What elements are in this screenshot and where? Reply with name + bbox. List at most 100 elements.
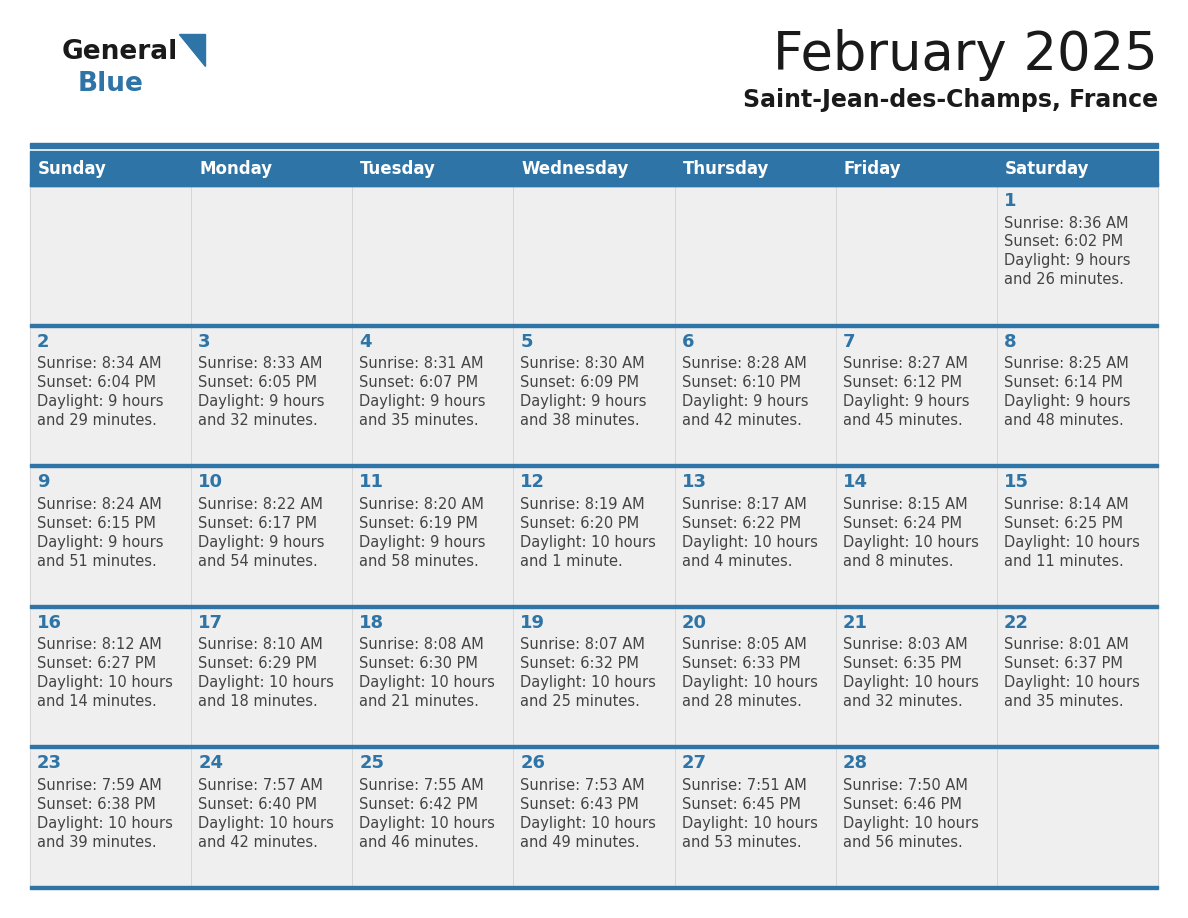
Text: Sunset: 6:20 PM: Sunset: 6:20 PM <box>520 516 639 531</box>
Text: Sunrise: 8:14 AM: Sunrise: 8:14 AM <box>1004 497 1129 511</box>
Text: Daylight: 10 hours: Daylight: 10 hours <box>1004 676 1139 690</box>
Text: 25: 25 <box>359 755 384 772</box>
Bar <box>30 143 1158 148</box>
Text: Sunset: 6:15 PM: Sunset: 6:15 PM <box>37 516 156 531</box>
Text: Sunset: 6:09 PM: Sunset: 6:09 PM <box>520 375 639 390</box>
Bar <box>675 607 835 747</box>
Text: and 48 minutes.: and 48 minutes. <box>1004 413 1124 428</box>
Text: Sunset: 6:05 PM: Sunset: 6:05 PM <box>198 375 317 390</box>
Bar <box>997 747 1158 888</box>
Text: Sunset: 6:24 PM: Sunset: 6:24 PM <box>842 516 962 531</box>
Text: Daylight: 10 hours: Daylight: 10 hours <box>1004 534 1139 550</box>
Bar <box>353 185 513 326</box>
Bar <box>835 607 997 747</box>
Bar <box>513 326 675 466</box>
Text: 10: 10 <box>198 473 223 491</box>
Text: Blue: Blue <box>78 71 144 97</box>
Text: Sunset: 6:02 PM: Sunset: 6:02 PM <box>1004 234 1123 250</box>
Text: and 32 minutes.: and 32 minutes. <box>198 413 318 428</box>
Text: Daylight: 10 hours: Daylight: 10 hours <box>842 676 979 690</box>
Bar <box>675 747 835 888</box>
Text: and 39 minutes.: and 39 minutes. <box>37 834 157 850</box>
Text: and 51 minutes.: and 51 minutes. <box>37 554 157 568</box>
Bar <box>513 607 675 747</box>
Bar <box>30 151 1158 186</box>
Bar <box>191 185 353 326</box>
Bar <box>30 745 1158 748</box>
Bar <box>513 466 675 607</box>
Bar <box>675 466 835 607</box>
Text: and 35 minutes.: and 35 minutes. <box>1004 694 1124 710</box>
Text: 23: 23 <box>37 755 62 772</box>
Text: General: General <box>62 39 178 65</box>
Text: February 2025: February 2025 <box>773 29 1158 81</box>
Bar <box>353 747 513 888</box>
Text: Sunday: Sunday <box>38 160 107 177</box>
Text: and 38 minutes.: and 38 minutes. <box>520 413 640 428</box>
Text: Daylight: 10 hours: Daylight: 10 hours <box>198 676 334 690</box>
Text: Daylight: 10 hours: Daylight: 10 hours <box>842 816 979 831</box>
Text: 22: 22 <box>1004 614 1029 632</box>
Text: and 4 minutes.: and 4 minutes. <box>682 554 792 568</box>
Text: Daylight: 9 hours: Daylight: 9 hours <box>842 394 969 409</box>
Text: 24: 24 <box>198 755 223 772</box>
Text: Daylight: 10 hours: Daylight: 10 hours <box>520 534 656 550</box>
Polygon shape <box>179 34 206 66</box>
Text: Wednesday: Wednesday <box>522 160 628 177</box>
Text: Sunset: 6:12 PM: Sunset: 6:12 PM <box>842 375 962 390</box>
Text: and 58 minutes.: and 58 minutes. <box>359 554 479 568</box>
Text: Friday: Friday <box>843 160 902 177</box>
Text: Sunrise: 7:55 AM: Sunrise: 7:55 AM <box>359 778 484 793</box>
Text: 26: 26 <box>520 755 545 772</box>
Text: and 53 minutes.: and 53 minutes. <box>682 834 801 850</box>
Text: 13: 13 <box>682 473 707 491</box>
Text: Sunset: 6:45 PM: Sunset: 6:45 PM <box>682 797 801 812</box>
Text: Sunset: 6:33 PM: Sunset: 6:33 PM <box>682 656 801 671</box>
Bar <box>191 326 353 466</box>
Text: Sunrise: 8:01 AM: Sunrise: 8:01 AM <box>1004 637 1129 653</box>
Text: Sunrise: 8:19 AM: Sunrise: 8:19 AM <box>520 497 645 511</box>
Bar <box>675 185 835 326</box>
Text: Sunrise: 8:30 AM: Sunrise: 8:30 AM <box>520 356 645 371</box>
Bar <box>513 185 675 326</box>
Text: Daylight: 9 hours: Daylight: 9 hours <box>1004 253 1130 268</box>
Bar <box>30 324 1158 327</box>
Bar <box>191 607 353 747</box>
Bar <box>30 605 1158 608</box>
Text: 8: 8 <box>1004 332 1017 351</box>
Text: Daylight: 9 hours: Daylight: 9 hours <box>682 394 808 409</box>
Text: 2: 2 <box>37 332 50 351</box>
Bar <box>191 747 353 888</box>
Text: Daylight: 9 hours: Daylight: 9 hours <box>37 534 164 550</box>
Bar <box>30 183 1158 186</box>
Bar <box>30 607 191 747</box>
Text: Sunset: 6:25 PM: Sunset: 6:25 PM <box>1004 516 1123 531</box>
Text: 16: 16 <box>37 614 62 632</box>
Bar <box>30 466 191 607</box>
Text: 20: 20 <box>682 614 707 632</box>
Text: and 35 minutes.: and 35 minutes. <box>359 413 479 428</box>
Text: 14: 14 <box>842 473 867 491</box>
Text: Sunrise: 8:25 AM: Sunrise: 8:25 AM <box>1004 356 1129 371</box>
Text: Daylight: 9 hours: Daylight: 9 hours <box>359 534 486 550</box>
Text: Sunset: 6:27 PM: Sunset: 6:27 PM <box>37 656 156 671</box>
Text: and 21 minutes.: and 21 minutes. <box>359 694 479 710</box>
Text: Daylight: 10 hours: Daylight: 10 hours <box>520 676 656 690</box>
Text: 28: 28 <box>842 755 868 772</box>
Text: and 56 minutes.: and 56 minutes. <box>842 834 962 850</box>
Text: Daylight: 9 hours: Daylight: 9 hours <box>520 394 647 409</box>
Text: Sunrise: 8:20 AM: Sunrise: 8:20 AM <box>359 497 485 511</box>
Text: Daylight: 10 hours: Daylight: 10 hours <box>359 676 495 690</box>
Text: Sunset: 6:10 PM: Sunset: 6:10 PM <box>682 375 801 390</box>
Text: and 54 minutes.: and 54 minutes. <box>198 554 318 568</box>
Bar <box>30 465 1158 467</box>
Text: Daylight: 9 hours: Daylight: 9 hours <box>37 394 164 409</box>
Text: Daylight: 10 hours: Daylight: 10 hours <box>198 816 334 831</box>
Text: Sunrise: 8:34 AM: Sunrise: 8:34 AM <box>37 356 162 371</box>
Text: and 45 minutes.: and 45 minutes. <box>842 413 962 428</box>
Bar <box>513 747 675 888</box>
Text: Daylight: 9 hours: Daylight: 9 hours <box>198 394 324 409</box>
Text: Daylight: 10 hours: Daylight: 10 hours <box>682 534 817 550</box>
Text: Sunset: 6:04 PM: Sunset: 6:04 PM <box>37 375 156 390</box>
Text: Sunset: 6:32 PM: Sunset: 6:32 PM <box>520 656 639 671</box>
